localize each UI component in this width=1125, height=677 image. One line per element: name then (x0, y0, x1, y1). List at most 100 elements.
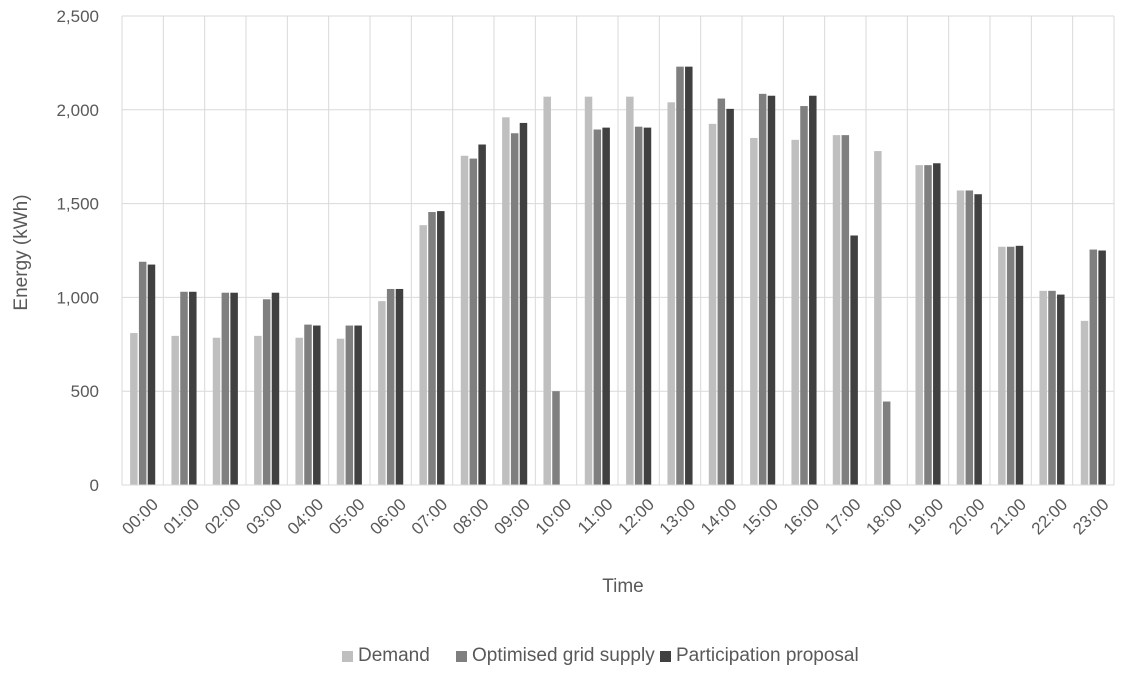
bar-demand (750, 137, 758, 485)
x-tick-label: 02:00 (201, 495, 245, 539)
x-tick-label: 12:00 (614, 495, 658, 539)
bar-participation-proposal (1098, 250, 1106, 485)
y-tick-label: 2,000 (56, 101, 99, 120)
legend-label: Participation proposal (676, 645, 859, 666)
bar-optimised-grid-supply (304, 324, 312, 485)
bar-participation-proposal (395, 288, 404, 485)
bar-participation-proposal (313, 325, 321, 485)
legend-swatch (342, 651, 353, 662)
bar-optimised-grid-supply (841, 135, 850, 485)
bar-demand (998, 246, 1006, 485)
bar-participation-proposal (1057, 294, 1065, 485)
bar-participation-proposal (271, 292, 280, 485)
bar-participation-proposal (767, 95, 776, 485)
x-tick-label: 15:00 (738, 495, 782, 539)
x-tick-label: 16:00 (780, 495, 824, 539)
bar-optimised-grid-supply (924, 165, 932, 485)
bar-demand (791, 139, 799, 485)
y-tick-label: 0 (90, 476, 99, 495)
x-tick-label: 06:00 (366, 495, 410, 539)
bar-demand (543, 96, 551, 486)
bar-optimised-grid-supply (1089, 249, 1098, 485)
x-tick-label: 17:00 (821, 495, 865, 539)
bar-optimised-grid-supply (386, 288, 395, 485)
x-tick-label: 07:00 (408, 495, 452, 539)
x-tick-label: 01:00 (160, 495, 204, 539)
bar-demand (502, 117, 510, 486)
y-tick-label: 1,000 (56, 288, 99, 307)
bar-participation-proposal (602, 127, 610, 486)
bar-optimised-grid-supply (428, 212, 436, 486)
x-tick-label: 21:00 (986, 495, 1030, 539)
bar-participation-proposal (809, 95, 817, 485)
bar-demand (1080, 320, 1089, 485)
bar-demand (254, 335, 262, 485)
x-tick-label: 19:00 (904, 495, 948, 539)
bar-demand (460, 155, 469, 485)
bar-optimised-grid-supply (180, 291, 188, 485)
y-tick-label: 500 (71, 382, 99, 401)
y-tick-label: 2,500 (56, 7, 99, 26)
bar-participation-proposal (354, 325, 362, 485)
bars (130, 66, 1106, 486)
x-tick-label: 18:00 (862, 495, 906, 539)
bar-optimised-grid-supply (221, 292, 230, 485)
bar-participation-proposal (685, 66, 693, 486)
x-tick-label: 14:00 (697, 495, 741, 539)
legend-label: Optimised grid supply (472, 645, 655, 666)
bar-participation-proposal (189, 291, 197, 485)
bar-demand (584, 96, 593, 486)
bar-demand (874, 151, 882, 485)
bar-optimised-grid-supply (345, 325, 354, 485)
bar-participation-proposal (726, 108, 734, 486)
x-tick-label: 13:00 (656, 495, 700, 539)
bar-demand (336, 338, 345, 485)
bar-demand (295, 337, 303, 485)
bar-optimised-grid-supply (758, 93, 767, 485)
bar-optimised-grid-supply (510, 133, 519, 485)
legend-swatch (660, 651, 671, 662)
bar-optimised-grid-supply (138, 261, 147, 485)
bar-participation-proposal (230, 292, 238, 485)
bar-participation-proposal (974, 194, 982, 485)
bar-optimised-grid-supply (882, 401, 891, 485)
bar-participation-proposal (519, 122, 528, 486)
bar-demand (667, 102, 675, 486)
x-tick-label: 08:00 (449, 495, 493, 539)
bar-demand (1039, 290, 1047, 485)
bar-optimised-grid-supply (634, 126, 643, 486)
y-tick-label: 1,500 (56, 195, 99, 214)
bar-participation-proposal (643, 127, 652, 486)
x-tick-label: 22:00 (1028, 495, 1072, 539)
bar-participation-proposal (147, 264, 156, 485)
x-tick-label: 03:00 (242, 495, 286, 539)
bar-demand (130, 333, 138, 485)
x-tick-label: 23:00 (1069, 495, 1113, 539)
legend-swatch (456, 651, 467, 662)
bar-optimised-grid-supply (965, 190, 974, 485)
bar-demand (832, 135, 841, 485)
bar-optimised-grid-supply (676, 66, 684, 486)
bar-optimised-grid-supply (800, 106, 808, 486)
bar-demand (915, 165, 923, 485)
bar-participation-proposal (1015, 245, 1024, 485)
legend-label: Demand (358, 645, 430, 666)
legend: Demand Optimised grid supply Participation… (342, 645, 859, 666)
bar-participation-proposal (437, 211, 445, 485)
x-tick-label: 11:00 (574, 495, 617, 538)
x-tick-label: 05:00 (325, 495, 369, 539)
bar-demand (956, 190, 965, 485)
x-tick-label: 10:00 (532, 495, 576, 539)
bar-demand (212, 337, 221, 485)
bar-optimised-grid-supply (262, 299, 271, 485)
bar-participation-proposal (850, 235, 858, 485)
bar-optimised-grid-supply (717, 98, 726, 485)
x-tick-label: 09:00 (490, 495, 534, 539)
x-tick-label: 00:00 (118, 495, 162, 539)
bar-optimised-grid-supply (1006, 246, 1015, 485)
bar-demand (171, 335, 179, 485)
bar-optimised-grid-supply (1048, 290, 1056, 485)
x-tick-label: 04:00 (284, 495, 328, 539)
bar-demand (419, 225, 427, 486)
